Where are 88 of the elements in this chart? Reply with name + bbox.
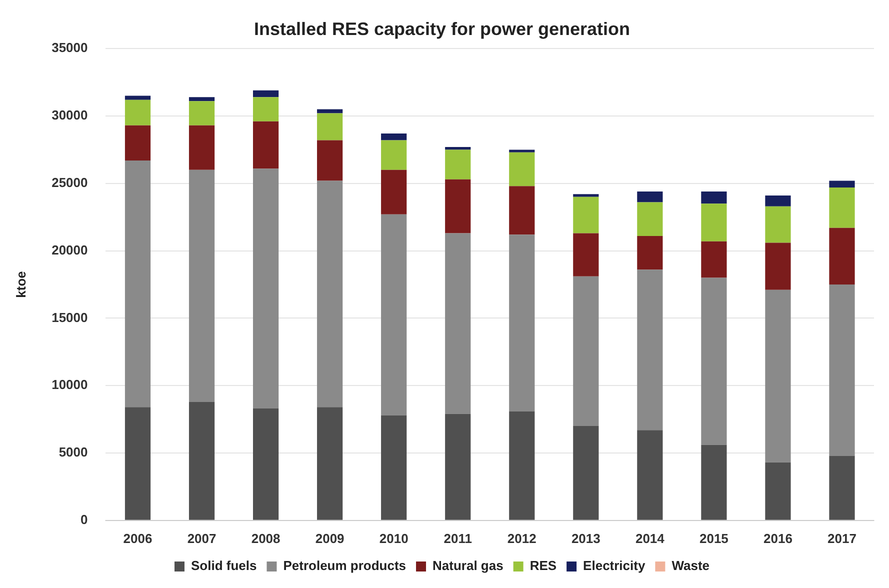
bar [701, 204, 727, 242]
bar [253, 97, 279, 122]
bar [573, 276, 599, 426]
x-tick-label: 2012 [507, 530, 536, 546]
bar [701, 191, 727, 204]
bar [317, 407, 343, 520]
bar [509, 186, 535, 235]
bar [765, 290, 791, 462]
x-tick-label: 2011 [444, 530, 472, 546]
bar [124, 96, 151, 100]
bar [509, 150, 535, 152]
bar [124, 125, 151, 160]
bar [701, 241, 727, 278]
bar [381, 415, 407, 520]
bar [829, 228, 855, 284]
bar [701, 278, 727, 445]
y-tick-label: 0 [80, 512, 88, 527]
bar [765, 206, 791, 243]
bar [124, 100, 151, 126]
bar [637, 202, 663, 236]
bar [445, 179, 471, 234]
bar [253, 408, 279, 520]
bar [445, 147, 471, 150]
bar [509, 411, 535, 520]
bar [445, 150, 471, 180]
y-axis-title: ktoe [13, 271, 28, 298]
bar [573, 196, 599, 234]
chart-title: Installed RES capacity for power generation [254, 18, 630, 39]
y-tick-label: 5000 [58, 444, 88, 460]
bar [765, 242, 791, 290]
bar [317, 113, 343, 140]
bar [637, 430, 663, 520]
bar [124, 160, 151, 408]
bar [317, 140, 343, 181]
bar [253, 90, 279, 98]
x-tick-label: 2006 [123, 530, 152, 546]
x-tick-label: 2015 [699, 530, 728, 546]
x-tick-label: 2010 [379, 530, 408, 546]
bar [188, 97, 215, 102]
bar [701, 444, 727, 520]
bar [573, 426, 599, 520]
bar [188, 125, 215, 170]
bar [253, 121, 279, 169]
legend-label: RES [530, 558, 557, 574]
bar [317, 180, 343, 408]
bar [188, 170, 215, 402]
bar [765, 196, 791, 206]
y-tick-label: 25000 [52, 174, 88, 190]
bar [829, 187, 855, 228]
x-tick-label: 2008 [251, 530, 280, 546]
bar [445, 233, 471, 414]
x-tick-label: 2013 [571, 530, 600, 546]
bar [509, 234, 535, 412]
bar [381, 214, 407, 416]
bar [637, 191, 663, 202]
bar [573, 194, 599, 197]
x-tick-label: 2014 [635, 530, 666, 546]
bar [829, 180, 855, 188]
bar [381, 140, 407, 170]
bar [637, 270, 663, 430]
legend-label: Electricity [583, 558, 646, 574]
bar [253, 168, 279, 409]
bar [573, 233, 599, 276]
bar [124, 407, 151, 520]
bar [381, 134, 407, 140]
bar [317, 109, 343, 114]
x-tick-label: 2009 [315, 530, 344, 546]
legend-label: Natural gas [432, 558, 504, 574]
x-tick-label: 2017 [828, 530, 856, 546]
bar [381, 170, 407, 214]
legend-label: Waste [672, 558, 710, 574]
bar [445, 414, 471, 520]
legend-label: Solid fuels [190, 558, 257, 574]
x-tick-label: 2016 [764, 530, 792, 546]
y-tick-label: 30000 [52, 108, 88, 123]
y-tick-label: 15000 [52, 310, 88, 325]
x-tick-label: 2007 [187, 530, 216, 546]
legend-label: Petroleum products [283, 558, 406, 574]
bar [637, 236, 663, 270]
y-tick-label: 10000 [52, 377, 88, 392]
y-tick-label: 20000 [52, 242, 88, 258]
bar [509, 152, 535, 186]
bar [765, 462, 791, 520]
bar [188, 101, 215, 126]
y-tick-label: 35000 [52, 40, 88, 56]
bar [188, 402, 215, 520]
bar [829, 456, 855, 520]
bar [829, 284, 855, 456]
